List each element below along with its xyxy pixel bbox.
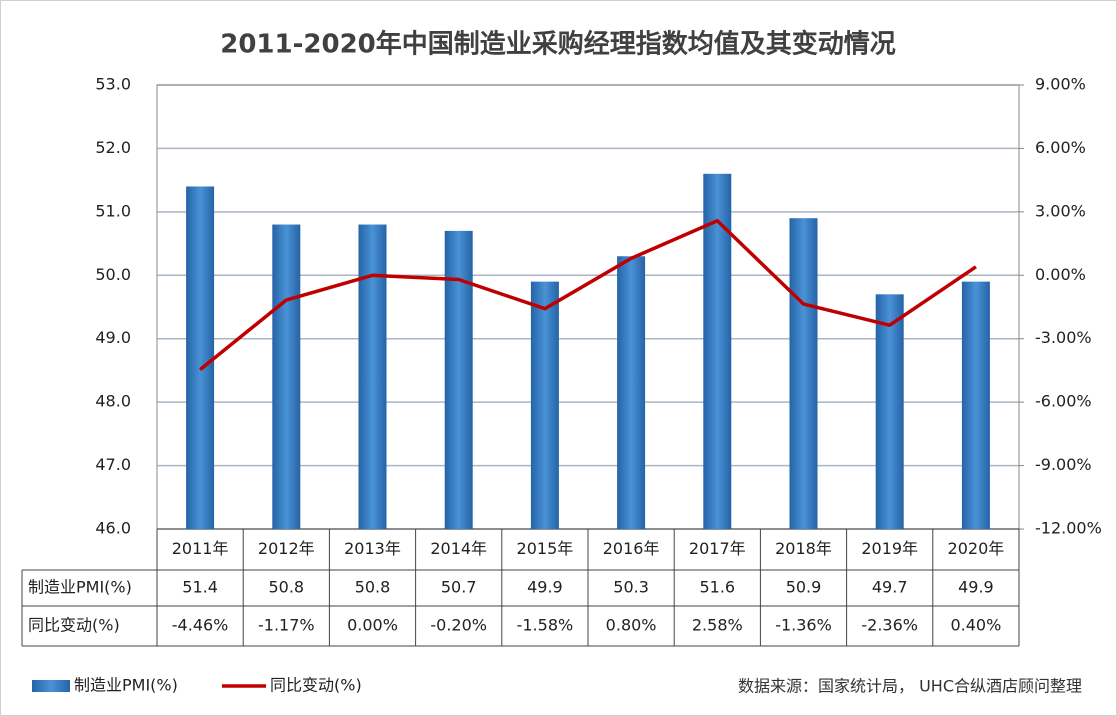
table-cell: -1.58% <box>517 616 574 635</box>
x-tick-label: 2020年 <box>948 539 1005 558</box>
table-cell: -1.17% <box>258 616 315 635</box>
y2-tick-label: -3.00% <box>1035 328 1092 347</box>
table-cell: 50.3 <box>613 578 649 597</box>
table-cell: 0.00% <box>347 616 398 635</box>
y2-tick-label: 3.00% <box>1035 201 1086 220</box>
table-cell: 49.9 <box>527 578 563 597</box>
y2-tick-label: 6.00% <box>1035 138 1086 157</box>
table-cell: -1.36% <box>775 616 832 635</box>
table-cell: -2.36% <box>861 616 918 635</box>
table-cell: -4.46% <box>172 616 229 635</box>
bar <box>358 224 387 530</box>
y2-tick-label: 9.00% <box>1035 75 1086 94</box>
table-cell: 50.9 <box>786 578 822 597</box>
table-cell: 2.58% <box>692 616 743 635</box>
x-tick-label: 2011年 <box>172 539 229 558</box>
row-header: 同比变动(%) <box>28 616 120 635</box>
chart-title: 2011-2020年中国制造业采购经理指数均值及其变动情况 <box>220 29 896 60</box>
y2-tick-label: -9.00% <box>1035 455 1092 474</box>
table-cell: 50.7 <box>441 578 477 597</box>
y-tick-label: 49.0 <box>95 328 131 347</box>
bar <box>961 281 990 529</box>
line <box>199 218 977 371</box>
x-tick-label: 2012年 <box>258 539 315 558</box>
y-tick-label: 51.0 <box>95 201 131 220</box>
y-tick-label: 50.0 <box>95 265 131 284</box>
table-cell: 0.80% <box>606 616 657 635</box>
bar <box>875 294 904 529</box>
table-cell: 0.40% <box>950 616 1001 635</box>
y-tick-label: 52.0 <box>95 138 131 157</box>
bar <box>444 230 473 529</box>
legend-swatch <box>32 680 70 692</box>
table-cell: -0.20% <box>430 616 487 635</box>
x-tick-label: 2017年 <box>689 539 746 558</box>
y2-tick-label: -12.00% <box>1035 519 1102 538</box>
table-cell: 51.6 <box>699 578 735 597</box>
x-tick-label: 2015年 <box>517 539 574 558</box>
table-cell: 50.8 <box>355 578 391 597</box>
bar <box>617 256 646 529</box>
bar <box>530 281 559 529</box>
table-cell: 51.4 <box>182 578 218 597</box>
table-cell: 49.7 <box>872 578 908 597</box>
source-note: 数据来源：国家统计局， UHC合纵酒店顾问整理 <box>738 677 1082 696</box>
x-tick-label: 2019年 <box>861 539 918 558</box>
y2-tick-label: 0.00% <box>1035 265 1086 284</box>
row-header: 制造业PMI(%) <box>28 578 132 597</box>
table-cell: 49.9 <box>958 578 994 597</box>
bar <box>186 186 215 529</box>
x-tick-label: 2018年 <box>775 539 832 558</box>
legend-label: 制造业PMI(%) <box>74 676 178 695</box>
y-tick-label: 46.0 <box>95 519 131 538</box>
y-tick-label: 48.0 <box>95 392 131 411</box>
y-tick-label: 53.0 <box>95 75 131 94</box>
x-tick-label: 2013年 <box>344 539 401 558</box>
bar <box>272 224 301 530</box>
legend-label: 同比变动(%) <box>270 676 362 695</box>
y-tick-label: 47.0 <box>95 455 131 474</box>
x-tick-label: 2014年 <box>430 539 487 558</box>
table-cell: 50.8 <box>268 578 304 597</box>
x-tick-label: 2016年 <box>603 539 660 558</box>
bar <box>703 173 732 530</box>
y2-tick-label: -6.00% <box>1035 392 1092 411</box>
bar <box>789 218 818 529</box>
